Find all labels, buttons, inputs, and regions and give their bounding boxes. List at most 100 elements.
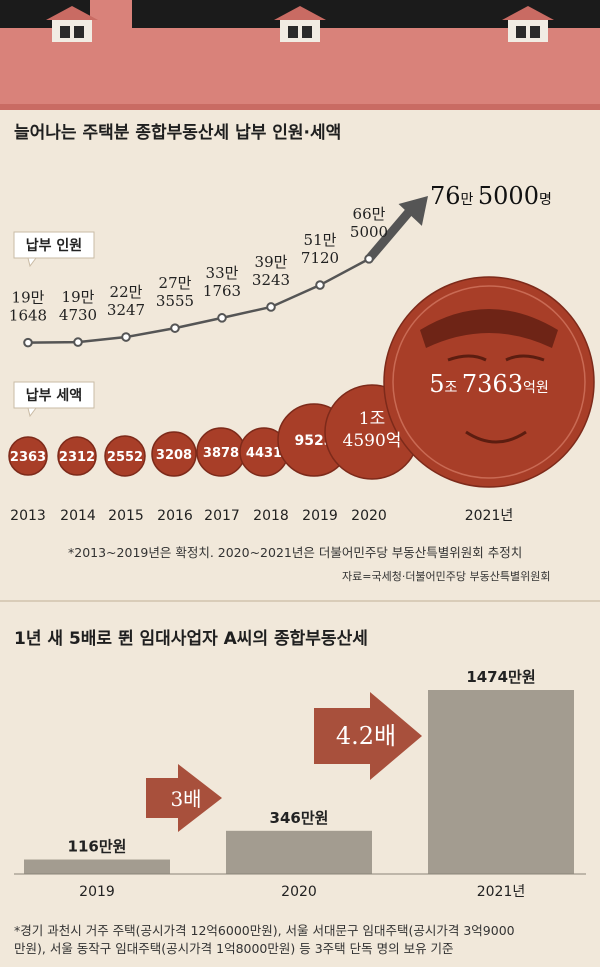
multiplier-2-label: 4.2배 xyxy=(336,722,396,750)
bar xyxy=(226,830,372,874)
bar-value-label: 1474만원 xyxy=(466,668,535,686)
tax-value-line-2: 4590억 xyxy=(343,431,402,451)
people-value-line-2: 1648 xyxy=(9,307,47,325)
people-line xyxy=(27,257,370,344)
tax-value-label: 3208 xyxy=(156,448,192,463)
tax-bubble: 2363 xyxy=(8,436,48,476)
bar-category-label: 2019 xyxy=(79,884,115,900)
year-tick-label: 2015 xyxy=(108,508,144,524)
people-value-line-2: 3247 xyxy=(107,301,145,319)
people-value-label: 19만 4730 xyxy=(59,288,97,324)
year-tick-label: 2016 xyxy=(157,508,193,524)
multiplier-arrow-1: 3배 xyxy=(146,764,222,832)
tax-value-line-1: 1조 xyxy=(359,409,385,429)
people-value-label: 27만 3555 xyxy=(156,274,194,310)
people-value-line-1: 51만 xyxy=(304,231,337,249)
coin-ring xyxy=(392,285,586,479)
people-value-line-2: 3243 xyxy=(252,271,290,289)
tax-value-label: 2552 xyxy=(107,450,143,465)
coin-hat xyxy=(420,309,558,348)
tax-value-label: 2312 xyxy=(59,450,95,465)
section-divider xyxy=(0,600,600,602)
people-label-box: 납부 인원 xyxy=(13,231,95,268)
people-point xyxy=(121,332,131,342)
bar-value-label: 116만원 xyxy=(68,838,127,856)
bottom-footnote-line-2: 만원), 서울 동작구 임대주택(공시가격 1억8000만원) 등 3주택 단독… xyxy=(14,941,454,956)
people-value-line-2: 3555 xyxy=(156,292,194,310)
tax-value-label: 1조 4590억 xyxy=(343,409,402,451)
bar-category-label: 2021년 xyxy=(477,884,526,900)
year-tick-label: 2019 xyxy=(302,508,338,524)
people-value-label: 19만 1648 xyxy=(9,289,47,325)
coin-mouth xyxy=(465,430,527,444)
multiplier-1-label: 3배 xyxy=(170,787,201,811)
people-value-line-1: 27만 xyxy=(159,274,192,292)
people-value-line-2: 1763 xyxy=(203,282,241,300)
final-tax-unit1: 조 xyxy=(445,380,462,396)
people-label: 납부 인원 xyxy=(26,237,82,254)
multiplier-arrow-2: 4.2배 xyxy=(314,692,422,780)
bar xyxy=(24,859,170,874)
people-point xyxy=(170,323,180,333)
people-point xyxy=(315,280,325,290)
people-value-line-2: 5000 xyxy=(350,223,388,241)
tax-value-label: 4431 xyxy=(246,446,282,461)
people-point xyxy=(73,337,83,347)
people-point xyxy=(217,313,227,323)
final-tax-label: 5조 7363억원 xyxy=(429,370,548,398)
people-value-label: 33만 1763 xyxy=(203,264,241,300)
tax-bubble-circle xyxy=(151,431,197,477)
year-tick-label: 2021년 xyxy=(465,508,514,524)
people-value-label: 66만 5000 xyxy=(350,205,388,241)
people-point xyxy=(266,302,276,312)
year-tick-label: 2020 xyxy=(351,508,387,524)
final-tax-unit2: 억원 xyxy=(523,380,549,396)
window-icon xyxy=(274,6,326,42)
tax-bubble-circle xyxy=(8,436,48,476)
people-value-line-1: 39만 xyxy=(255,253,288,271)
final-people-big: 76 xyxy=(430,182,461,210)
people-value-line-1: 33만 xyxy=(206,264,239,282)
final-tax-big2: 7363 xyxy=(462,370,523,398)
portrait-coin-detail xyxy=(392,285,586,479)
bottom-footnote-line-1: *경기 과천시 거주 주택(공시가격 12억6000만원), 서울 서대문구 임… xyxy=(14,923,515,938)
people-point xyxy=(23,337,33,348)
final-people-big2: 5000 xyxy=(478,182,539,210)
final-people-label: 76만 5000명 xyxy=(430,182,552,210)
tax-bubble: 2552 xyxy=(104,435,146,477)
people-value-label: 51만 7120 xyxy=(301,231,339,267)
window-icon xyxy=(46,6,98,42)
tax-bubble: 4431 xyxy=(239,427,289,477)
roof-illustration xyxy=(0,0,600,110)
coin-brows xyxy=(447,354,545,362)
bar xyxy=(428,690,574,874)
year-tick-label: 2017 xyxy=(204,508,240,524)
top-footnote: *2013~2019년은 확정치. 2020~2021년은 더불어민주당 부동산… xyxy=(68,545,523,560)
bottom-chart-title: 1년 새 5배로 뛴 임대사업자 A씨의 종합부동산세 xyxy=(14,629,368,649)
final-tax-big: 5 xyxy=(429,370,444,398)
bar-value-label: 346만원 xyxy=(270,809,329,827)
tax-bubble: 3208 xyxy=(151,431,197,477)
tax-value-label: 2363 xyxy=(10,450,46,465)
final-people-unit1: 만 xyxy=(461,192,478,208)
tax-value-label: 9523 xyxy=(295,433,334,449)
people-value-line-2: 7120 xyxy=(301,249,339,267)
tax-bubble: 3878 xyxy=(196,427,246,477)
people-value-line-1: 19만 xyxy=(12,289,45,307)
tax-label-box: 납부 세액 xyxy=(13,381,95,418)
tax-bubble: 2312 xyxy=(57,436,97,476)
people-arrow-head xyxy=(398,196,428,226)
people-value-line-1: 22만 xyxy=(110,283,143,301)
year-tick-label: 2013 xyxy=(10,508,46,524)
people-point xyxy=(364,254,374,264)
bar-category-label: 2020 xyxy=(281,884,317,900)
tax-label: 납부 세액 xyxy=(26,387,82,404)
top-chart-title: 늘어나는 주택분 종합부동산세 납부 인원·세액 xyxy=(14,123,342,143)
people-value-label: 39만 3243 xyxy=(252,253,290,289)
people-arrow-shaft xyxy=(365,203,418,262)
year-tick-label: 2018 xyxy=(253,508,289,524)
top-source: 자료=국세청·더불어민주당 부동산특별위원회 xyxy=(342,570,551,583)
window-icon xyxy=(502,6,554,42)
people-value-line-1: 19만 xyxy=(62,288,95,306)
people-value-line-1: 66만 xyxy=(353,205,386,223)
